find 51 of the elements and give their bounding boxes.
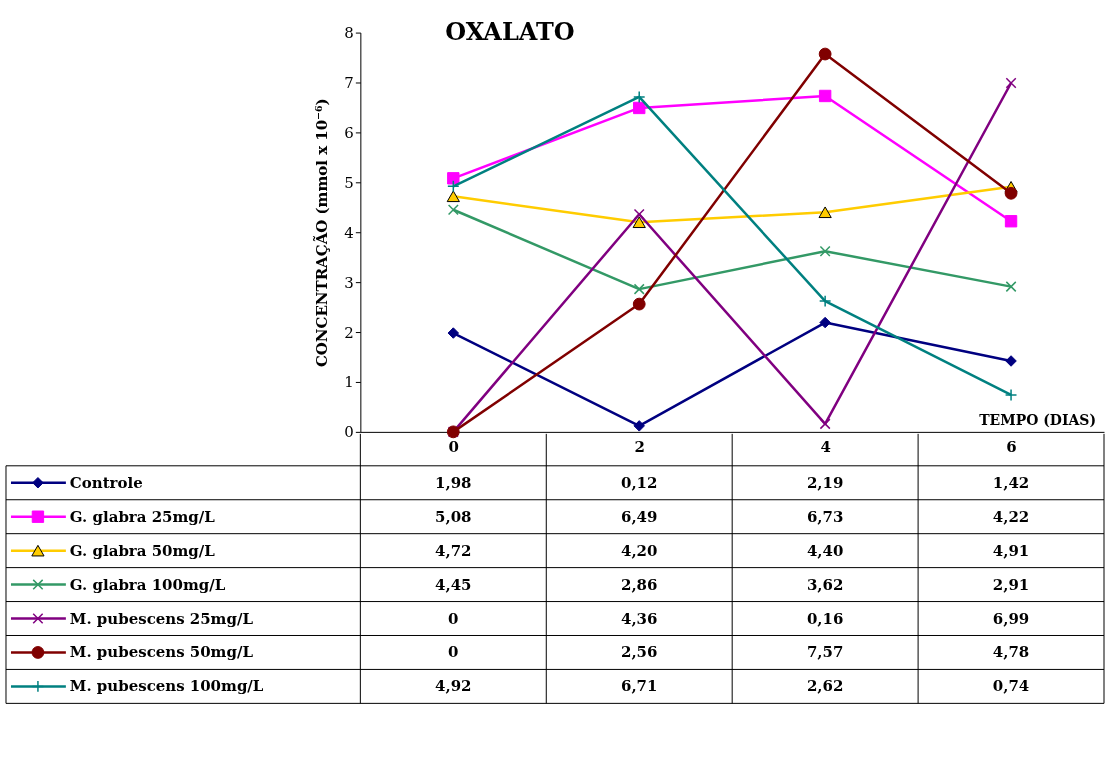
data-label: 4,92 [435,677,472,696]
data-label: 6,71 [620,677,658,696]
y-tick-label: 8 [344,24,354,43]
y-tick-label: 6 [344,123,354,142]
y-tick-label: 7 [344,73,354,92]
data-label: 4,36 [620,609,658,628]
data-label: 2,19 [806,473,844,492]
y-tick-label: 3 [344,273,354,292]
data-label: 5,08 [435,507,472,526]
x-tick-label: 0 [448,438,460,457]
legend-label: G. glabra 100mg/L [69,575,226,594]
data-label: 6,49 [620,507,658,526]
data-label: 4,91 [992,541,1030,560]
legend-label: M. pubescens 25mg/L [69,609,254,628]
data-label: 7,57 [806,643,844,662]
data-label: 0 [448,643,459,662]
data-label: 4,40 [806,541,844,560]
legend-label: Controle [69,473,143,492]
data-label: 0 [448,609,459,628]
x-tick-label: 6 [1006,438,1017,457]
data-label: 6,73 [806,507,844,526]
data-label: 4,22 [992,507,1030,526]
data-label: 0,16 [806,609,844,628]
data-label: 2,62 [806,677,844,696]
legend-label: G. glabra 25mg/L [69,507,216,526]
y-tick-label: 0 [344,423,354,442]
x-axis-title: TEMPO (DIAS) [979,411,1097,428]
chart-title: OXALATO [445,17,575,46]
data-label: 2,86 [620,575,658,594]
data-label: 1,42 [992,473,1030,492]
data-label: 4,72 [435,541,472,560]
y-axis-title: CONCENTRAÇÃO (mmol x 10⁻⁶) [312,98,332,368]
data-label: 2,91 [992,575,1030,594]
legend-label: M. pubescens 50mg/L [69,643,254,662]
data-label: 6,99 [992,609,1030,628]
legend-label: G. glabra 50mg/L [69,541,216,560]
data-label: 4,20 [620,541,658,560]
data-label: 2,56 [620,643,658,662]
data-label: 4,45 [435,575,472,594]
data-label: 1,98 [435,473,472,492]
y-tick-label: 2 [344,323,354,342]
y-tick-label: 4 [344,223,354,242]
data-label: 0,12 [620,473,658,492]
data-label: 4,78 [992,643,1030,662]
legend-label: M. pubescens 100mg/L [69,677,264,696]
data-label: 0,74 [992,677,1030,696]
y-tick-label: 5 [344,173,354,192]
x-tick-label: 2 [634,438,645,457]
x-tick-label: 4 [820,438,831,457]
y-tick-label: 1 [344,373,354,392]
data-label: 3,62 [806,575,844,594]
